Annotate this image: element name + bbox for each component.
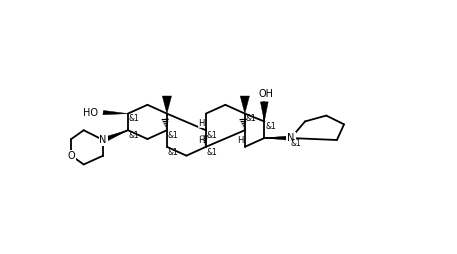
Polygon shape (240, 96, 250, 114)
Text: &1: &1 (168, 131, 178, 140)
Text: N: N (100, 135, 107, 145)
Text: &1: &1 (265, 122, 276, 131)
Text: HO: HO (83, 108, 98, 118)
Text: &1: &1 (207, 148, 218, 157)
Text: O: O (68, 151, 75, 161)
Polygon shape (264, 136, 291, 140)
Text: &1: &1 (129, 131, 139, 140)
Polygon shape (162, 96, 171, 114)
Text: H: H (198, 119, 204, 128)
Polygon shape (260, 102, 268, 121)
Text: OH: OH (259, 89, 274, 99)
Text: &1: &1 (168, 148, 178, 157)
Text: &1: &1 (207, 131, 218, 140)
Text: &1: &1 (245, 114, 256, 123)
Text: H: H (198, 136, 204, 145)
Polygon shape (101, 130, 128, 142)
Polygon shape (103, 110, 128, 115)
Text: H: H (237, 136, 243, 145)
Text: &1: &1 (129, 114, 139, 123)
Text: &1: &1 (291, 139, 302, 148)
Text: N: N (287, 133, 295, 143)
